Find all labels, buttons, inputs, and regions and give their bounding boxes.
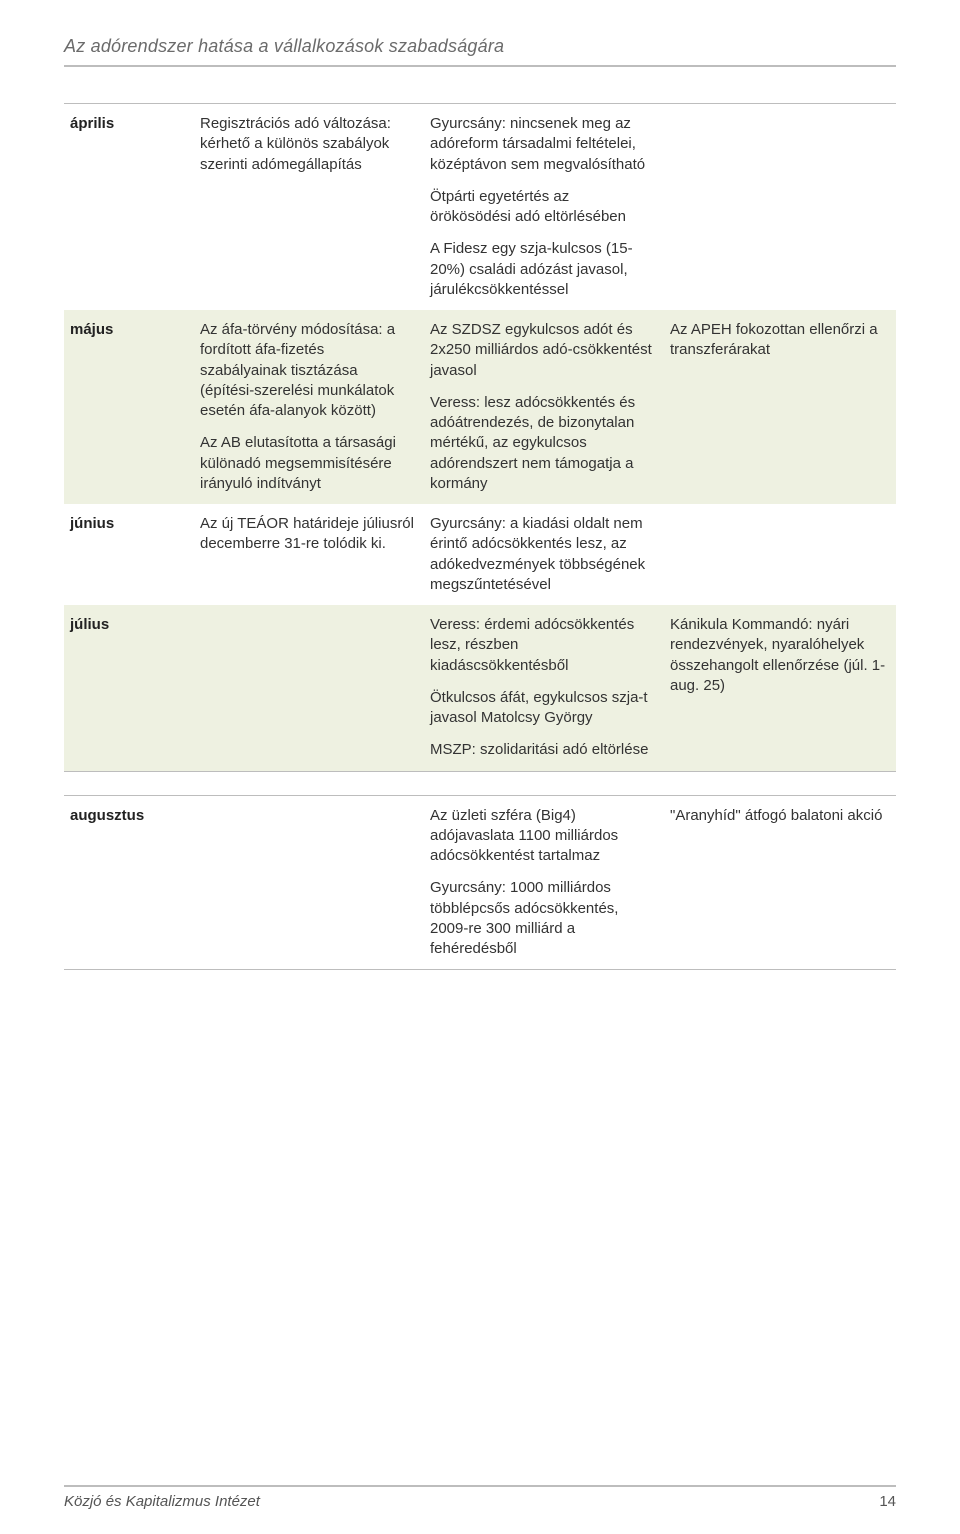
running-head: Az adórendszer hatása a vállalkozások sz… xyxy=(64,36,896,57)
footer-institute: Közjó és Kapitalizmus Intézet xyxy=(64,1493,260,1510)
cell-paragraph: Gyurcsány: 1000 milliárdos többlépcsős a… xyxy=(430,878,654,959)
cell-paragraph: Gyurcsány: a kiadási oldalt nem érintő a… xyxy=(430,514,654,595)
cell-paragraph: Az új TEÁOR határideje júliusról decembe… xyxy=(200,514,414,555)
col2-cell xyxy=(194,795,424,970)
cell-paragraph: MSZP: szolidaritási adó eltörlése xyxy=(430,740,654,760)
col3-cell: Gyurcsány: a kiadási oldalt nem érintő a… xyxy=(424,504,664,605)
month-cell: június xyxy=(64,504,194,605)
cell-paragraph: Ötpárti egyetértés az örökösödési adó el… xyxy=(430,187,654,228)
col2-cell: Az áfa-törvény módosítása: a fordított á… xyxy=(194,310,424,504)
cell-paragraph: Veress: lesz adócsökkentés és adóátrende… xyxy=(430,393,654,494)
cell-paragraph: Az áfa-törvény módosítása: a fordított á… xyxy=(200,320,414,421)
section-gap xyxy=(64,771,896,795)
month-cell: augusztus xyxy=(64,795,194,970)
table-row: augusztus Az üzleti szféra (Big4) adójav… xyxy=(64,795,896,970)
cell-paragraph: Veress: érdemi adócsökkentés lesz, részb… xyxy=(430,615,654,676)
col2-cell: Regisztrációs adó változása: kérhető a k… xyxy=(194,104,424,311)
month-cell: július xyxy=(64,605,194,771)
page-container: Az adórendszer hatása a vállalkozások sz… xyxy=(0,0,960,1534)
col3-cell: Az üzleti szféra (Big4) adójavaslata 110… xyxy=(424,795,664,970)
col4-cell: Kánikula Kommandó: nyári rendezvények, n… xyxy=(664,605,896,771)
table-row: július Veress: érdemi adócsökkentés lesz… xyxy=(64,605,896,771)
cell-paragraph: Az AB elutasította a társasági különadó … xyxy=(200,433,414,494)
cell-paragraph: Az APEH fokozottan ellenőrzi a transzfer… xyxy=(670,320,886,361)
table-row: május Az áfa-törvény módosítása: a fordí… xyxy=(64,310,896,504)
month-cell: május xyxy=(64,310,194,504)
col3-cell: Gyurcsány: nincsenek meg az adóreform tá… xyxy=(424,104,664,311)
month-cell: április xyxy=(64,104,194,311)
cell-paragraph: A Fidesz egy szja-kulcsos (15-20%) csalá… xyxy=(430,239,654,300)
col4-cell: "Aranyhíd" átfogó balatoni akció xyxy=(664,795,896,970)
col2-cell: Az új TEÁOR határideje júliusról decembe… xyxy=(194,504,424,605)
page-number: 14 xyxy=(879,1493,896,1510)
policy-table: április Regisztrációs adó változása: kér… xyxy=(64,103,896,970)
cell-paragraph: Az üzleti szféra (Big4) adójavaslata 110… xyxy=(430,806,654,867)
cell-paragraph: Az SZDSZ egykulcsos adót és 2x250 milliá… xyxy=(430,320,654,381)
col2-cell xyxy=(194,605,424,771)
cell-paragraph: "Aranyhíd" átfogó balatoni akció xyxy=(670,806,886,826)
page-footer: Közjó és Kapitalizmus Intézet 14 xyxy=(64,1485,896,1510)
col4-cell xyxy=(664,104,896,311)
cell-paragraph: Ötkulcsos áfát, egykulcsos szja-t javaso… xyxy=(430,688,654,729)
table-row: június Az új TEÁOR határideje júliusról … xyxy=(64,504,896,605)
col3-cell: Veress: érdemi adócsökkentés lesz, részb… xyxy=(424,605,664,771)
col4-cell xyxy=(664,504,896,605)
header-rule xyxy=(64,65,896,67)
col3-cell: Az SZDSZ egykulcsos adót és 2x250 milliá… xyxy=(424,310,664,504)
cell-paragraph: Kánikula Kommandó: nyári rendezvények, n… xyxy=(670,615,886,696)
cell-paragraph: Regisztrációs adó változása: kérhető a k… xyxy=(200,114,414,175)
table-row: április Regisztrációs adó változása: kér… xyxy=(64,104,896,311)
col4-cell: Az APEH fokozottan ellenőrzi a transzfer… xyxy=(664,310,896,504)
cell-paragraph: Gyurcsány: nincsenek meg az adóreform tá… xyxy=(430,114,654,175)
